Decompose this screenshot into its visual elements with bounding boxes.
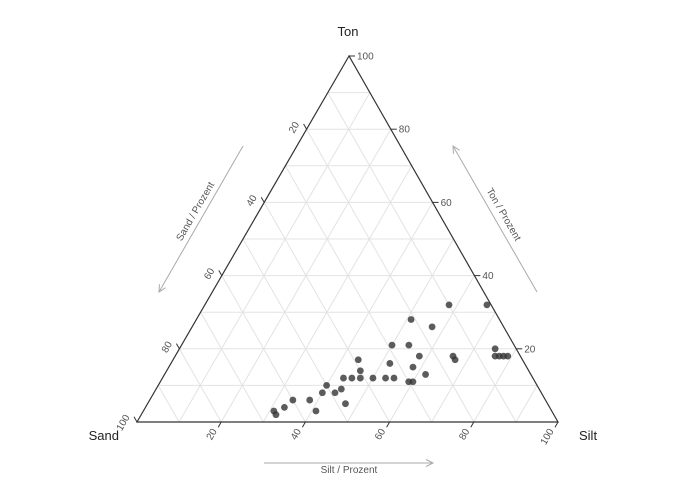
tick-label-sand: 100 [115,413,133,433]
tick-sand-20 [303,123,308,130]
data-point [390,374,398,382]
grid-line-silt-10 [178,92,371,423]
grid-line-sand-80 [178,348,222,423]
grid-line-sand-70 [200,311,264,423]
corner-label-silt: Silt [579,428,597,443]
data-point [306,396,314,404]
data-point [415,352,423,360]
tick-label-ton: 100 [357,52,374,63]
tick-label-ton: 40 [482,271,494,282]
tick-silt-20 [217,421,222,428]
grid-line-sand-10 [327,92,517,423]
axis-title-ton: Ton / Prozent [484,186,523,243]
tick-label-sand: 60 [202,266,217,282]
ton-axis-arrow [452,145,538,293]
data-point [312,407,320,415]
data-point [445,301,453,309]
data-point [342,400,349,408]
data-point [483,301,491,309]
tick-silt-100 [554,421,559,428]
tick-labels: 20 20 20 40 40 40 60 60 60 80 80 80 100 100 100 [115,52,557,447]
data-point [348,374,356,382]
data-point [369,374,377,382]
data-point [331,389,339,397]
data-point [428,323,436,331]
data-point [356,374,364,382]
grid-line-silt-90 [515,385,538,423]
tick-label-ton: 60 [441,198,453,209]
grid-line-silt-60 [389,275,475,423]
silt-axis-arrow [264,459,435,467]
tick-sand-60 [218,270,223,276]
grid-lines [157,92,538,423]
axis-title-silt: Silt / Prozent [321,465,378,476]
data-point [409,378,417,386]
triangle-frame [135,54,560,423]
tick-silt-40 [301,421,306,428]
data-points [270,301,512,419]
tick-marks [133,55,559,428]
tick-sand-80 [175,343,180,350]
data-point [388,341,396,349]
data-point [337,385,345,393]
ton-arrow-line [452,145,538,293]
data-point [504,352,512,360]
tick-label-silt: 20 [205,427,220,443]
data-point [386,360,394,367]
corner-label-sand: Sand [89,428,119,443]
tick-silt-80 [470,421,475,428]
tick-label-silt: 60 [373,427,388,443]
corner-label-ton: Ton [338,24,359,39]
tick-label-silt: 80 [457,427,472,443]
tick-label-silt: 100 [539,427,557,447]
grid-line-sand-90 [157,385,180,423]
tick-label-sand: 80 [160,339,175,355]
data-point [382,374,389,382]
tick-sand-40 [260,196,265,203]
sand-arrow-head [158,284,166,293]
silt-arrow-head [425,459,435,467]
sand-axis-arrow [158,145,244,293]
data-point [405,341,413,349]
grid-line-silt-30 [262,165,413,423]
grid-line-sand-50 [242,238,348,423]
grid-line-silt-80 [473,348,517,423]
data-point [407,316,415,323]
data-point [409,363,417,371]
data-point [491,345,499,353]
data-point [323,382,330,389]
tick-silt-60 [386,421,391,428]
grid-line-silt-70 [431,311,496,423]
tick-sand-100 [133,416,138,423]
data-point [340,374,347,382]
data-point [354,356,362,364]
data-point [318,389,326,397]
ton-arrow-head [452,145,460,154]
axis-title-sand: Sand / Prozent [175,180,218,243]
data-point [422,371,429,378]
sand-arrow-line [158,145,244,293]
data-point [356,367,364,375]
grid-line-silt-50 [347,238,454,423]
tick-label-sand: 20 [287,120,302,136]
tick-label-ton: 20 [524,344,536,355]
tick-label-silt: 40 [289,427,304,443]
data-point [281,403,288,411]
tick-label-sand: 40 [245,193,260,209]
data-point [289,396,297,404]
tick-label-ton: 80 [399,125,411,136]
data-point [451,356,459,364]
data-point [272,411,280,419]
